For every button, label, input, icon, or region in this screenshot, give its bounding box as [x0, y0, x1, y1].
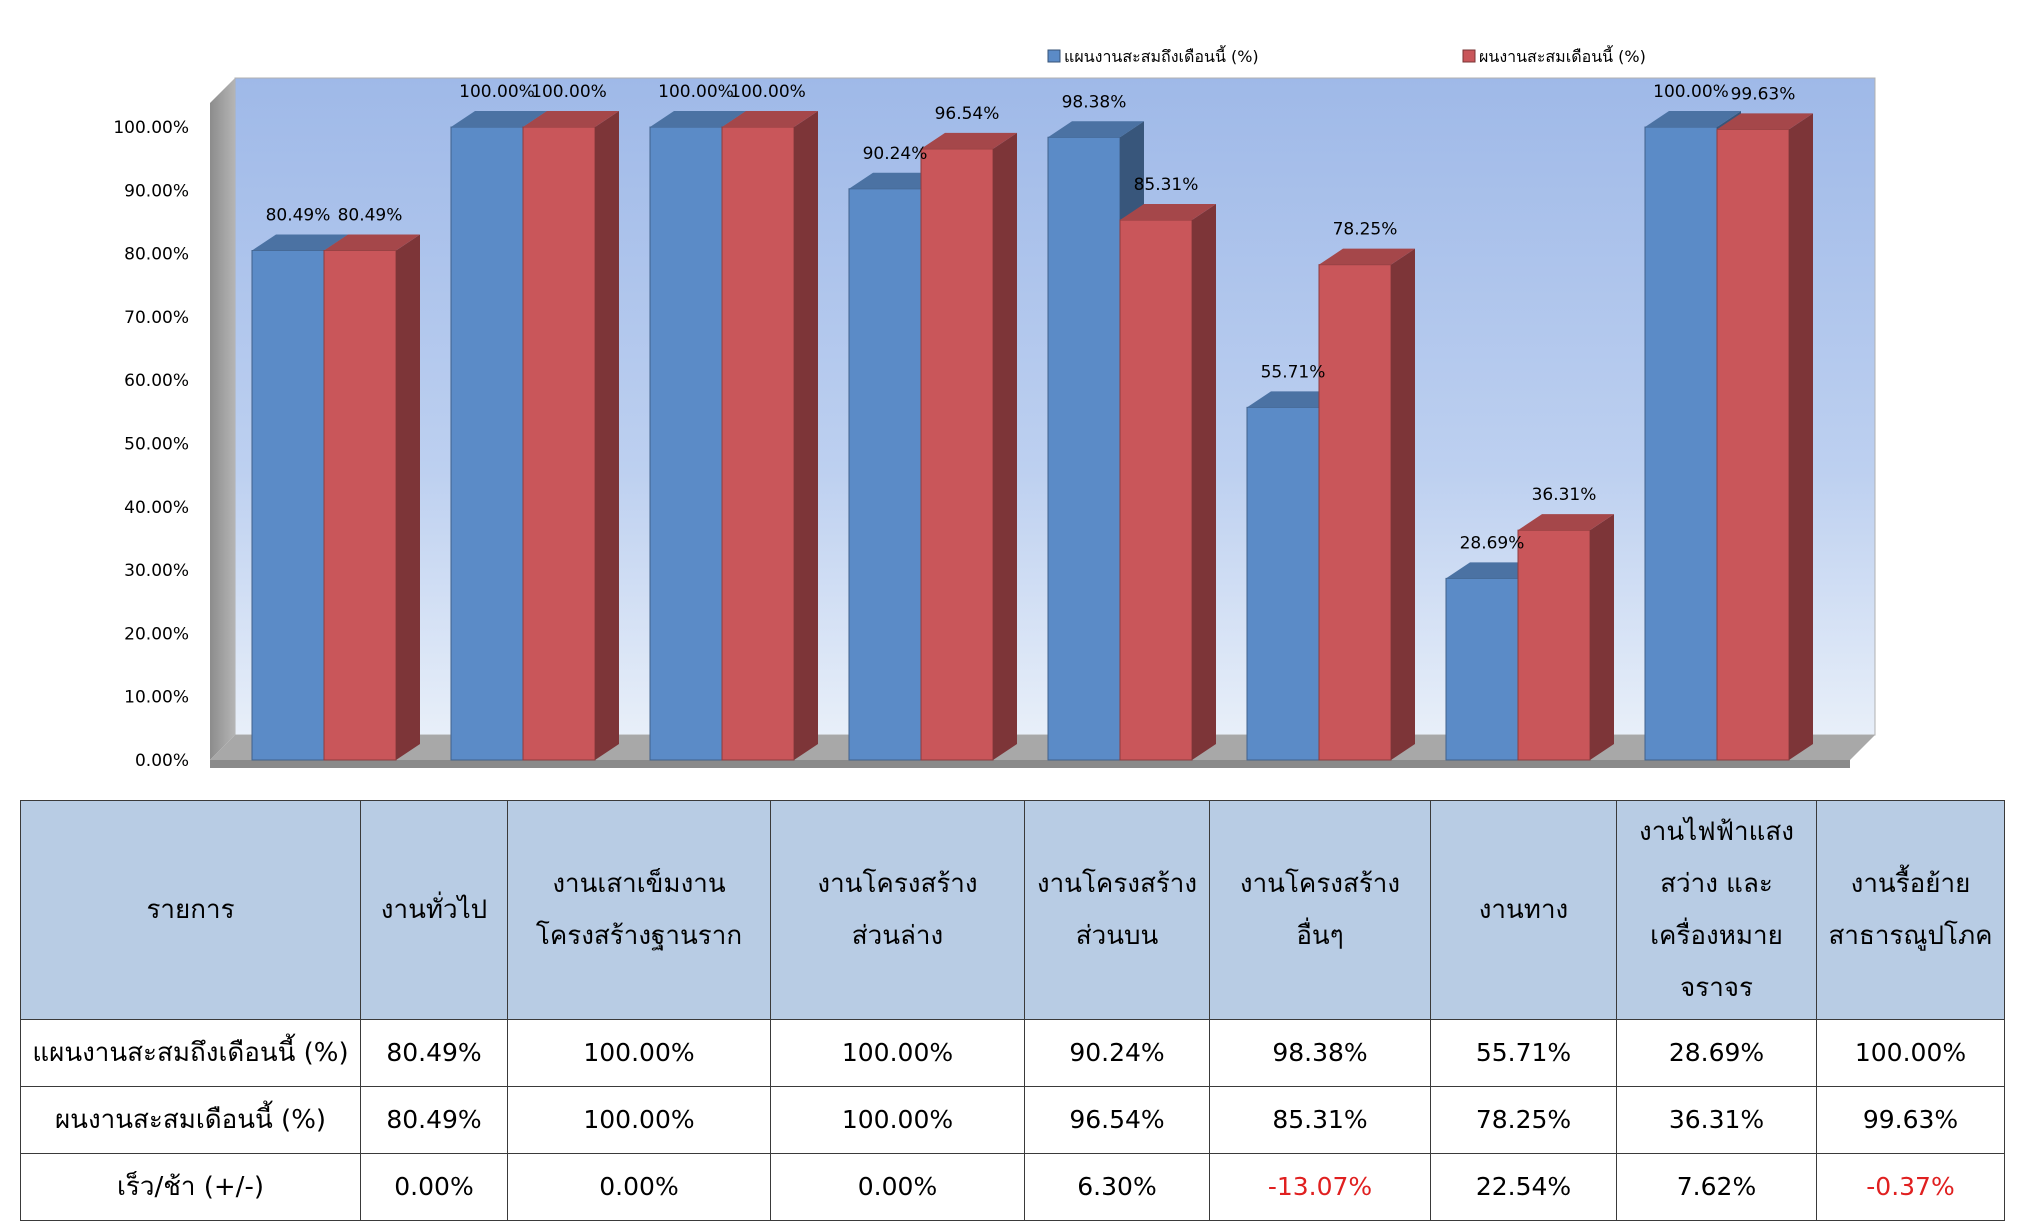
table-cell: 99.63%	[1816, 1086, 2005, 1154]
floor-edge	[210, 760, 1850, 768]
header-cell: งานโครงสร้าง ส่วนบน	[1024, 800, 1210, 1020]
data-label: 80.49%	[338, 205, 403, 225]
header-cell: งานโครงสร้าง อื่นๆ	[1209, 800, 1431, 1020]
table-header-row: รายการ งานทั่วไป งานเสาเข็มงาน โครงสร้าง…	[20, 800, 2005, 1020]
data-label: 100.00%	[730, 82, 806, 102]
bar-series-2	[522, 111, 619, 761]
data-label: 80.49%	[266, 205, 331, 225]
data-table: รายการ งานทั่วไป งานเสาเข็มงาน โครงสร้าง…	[20, 800, 2005, 1221]
side-wall	[210, 78, 235, 760]
bar-series-2	[1318, 248, 1415, 761]
y-tick-label: 80.00%	[124, 245, 189, 265]
table-cell: 6.30%	[1024, 1153, 1210, 1221]
table-cell: 80.49%	[360, 1086, 508, 1154]
y-tick-label: 40.00%	[124, 498, 189, 518]
table-cell: -0.37%	[1816, 1153, 2005, 1221]
legend-item: แผนงานสะสมถึงเดือนนี้ (%)	[1047, 45, 1259, 66]
y-tick-label: 60.00%	[124, 371, 189, 391]
bar-series-2	[1119, 203, 1216, 761]
legend: แผนงานสะสมถึงเดือนนี้ (%) ผนงานสะสมเดือนน…	[1047, 45, 1646, 66]
bar-chart: 0.00% 10.00% 20.00% 30.00% 40.00% 50.00% 60.00…	[113, 45, 1876, 771]
table-cell: 100.00%	[507, 1019, 771, 1087]
bar-series-2	[1517, 514, 1614, 761]
table-cell: 78.25%	[1430, 1086, 1617, 1154]
table-cell: 90.24%	[1024, 1019, 1210, 1087]
table-cell: 28.69%	[1616, 1019, 1817, 1087]
data-label: 100.00%	[658, 82, 734, 102]
legend-label: ผนงานสะสมเดือนนี้ (%)	[1479, 45, 1646, 66]
y-tick-label: 50.00%	[124, 435, 189, 455]
y-tick-label: 90.00%	[124, 181, 189, 201]
header-cell: งานรื้อย้าย สาธารณูปโภค	[1816, 800, 2005, 1020]
data-label: 98.38%	[1062, 92, 1127, 112]
data-label: 85.31%	[1134, 175, 1199, 195]
data-label: 100.00%	[459, 82, 535, 102]
data-label: 99.63%	[1731, 84, 1796, 104]
header-cell: งานทาง	[1430, 800, 1617, 1020]
y-tick-label: 30.00%	[124, 561, 189, 581]
table-cell: -13.07%	[1209, 1153, 1431, 1221]
y-tick-label: 20.00%	[124, 624, 189, 644]
table-cell: 0.00%	[507, 1153, 771, 1221]
table-row: แผนงานสะสมถึงเดือนนี้ (%) 80.49% 100.00%…	[20, 1019, 2005, 1087]
table-cell: 0.00%	[770, 1153, 1025, 1221]
data-label: 90.24%	[863, 144, 928, 164]
legend-item: ผนงานสะสมเดือนนี้ (%)	[1462, 45, 1646, 66]
data-label: 100.00%	[1653, 82, 1729, 102]
table-cell: 98.38%	[1209, 1019, 1431, 1087]
chart-svg: 0.00% 10.00% 20.00% 30.00% 40.00% 50.00% 60.00…	[113, 45, 1876, 771]
table-cell: 36.31%	[1616, 1086, 1817, 1154]
header-cell: รายการ	[20, 800, 361, 1020]
row-label: แผนงานสะสมถึงเดือนนี้ (%)	[20, 1019, 361, 1087]
y-tick-label: 70.00%	[124, 308, 189, 328]
table-cell: 85.31%	[1209, 1086, 1431, 1154]
data-label: 28.69%	[1460, 533, 1525, 553]
y-tick-label: 0.00%	[135, 751, 189, 771]
table-cell: 96.54%	[1024, 1086, 1210, 1154]
header-cell: งานไฟฟ้าแสง สว่าง และ เครื่องหมาย จราจร	[1616, 800, 1817, 1020]
table-cell: 80.49%	[360, 1019, 508, 1087]
table-cell: 100.00%	[507, 1086, 771, 1154]
y-tick-label: 100.00%	[113, 118, 189, 138]
legend-label: แผนงานสะสมถึงเดือนนี้ (%)	[1064, 45, 1259, 66]
table-cell: 7.62%	[1616, 1153, 1817, 1221]
legend-swatch	[1047, 49, 1061, 63]
header-cell: งานเสาเข็มงาน โครงสร้างฐานราก	[507, 800, 771, 1020]
y-tick-label: 10.00%	[124, 688, 189, 708]
bars	[251, 111, 1813, 761]
data-label: 100.00%	[531, 82, 607, 102]
header-cell: งานโครงสร้าง ส่วนล่าง	[770, 800, 1025, 1020]
table-cell: 100.00%	[770, 1019, 1025, 1087]
data-label: 78.25%	[1333, 220, 1398, 240]
row-label: ผนงานสะสมเดือนนี้ (%)	[20, 1086, 361, 1154]
row-label: เร็ว/ช้า (+/-)	[20, 1153, 361, 1221]
data-labels: 80.49% 80.49%100.00%100.00% 100.00%100.00%…	[266, 82, 1796, 553]
y-axis: 0.00% 10.00% 20.00% 30.00% 40.00% 50.00% 60.00…	[113, 118, 189, 771]
bar-series-2	[721, 111, 818, 761]
data-label: 55.71%	[1261, 362, 1326, 382]
data-label: 36.31%	[1532, 485, 1597, 505]
table-cell: 100.00%	[770, 1086, 1025, 1154]
legend-swatch	[1462, 49, 1476, 63]
table-cell: 100.00%	[1816, 1019, 2005, 1087]
data-label: 96.54%	[935, 104, 1000, 124]
table-row: เร็ว/ช้า (+/-) 0.00% 0.00% 0.00% 6.30% -…	[20, 1153, 2005, 1221]
table-row: ผนงานสะสมเดือนนี้ (%) 80.49% 100.00% 100…	[20, 1086, 2005, 1154]
table-cell: 55.71%	[1430, 1019, 1617, 1087]
header-cell: งานทั่วไป	[360, 800, 508, 1020]
bar-series-2	[920, 132, 1017, 761]
table-cell: 0.00%	[360, 1153, 508, 1221]
bar-series-2	[1716, 113, 1813, 761]
table-cell: 22.54%	[1430, 1153, 1617, 1221]
bar-series-2	[323, 234, 420, 761]
